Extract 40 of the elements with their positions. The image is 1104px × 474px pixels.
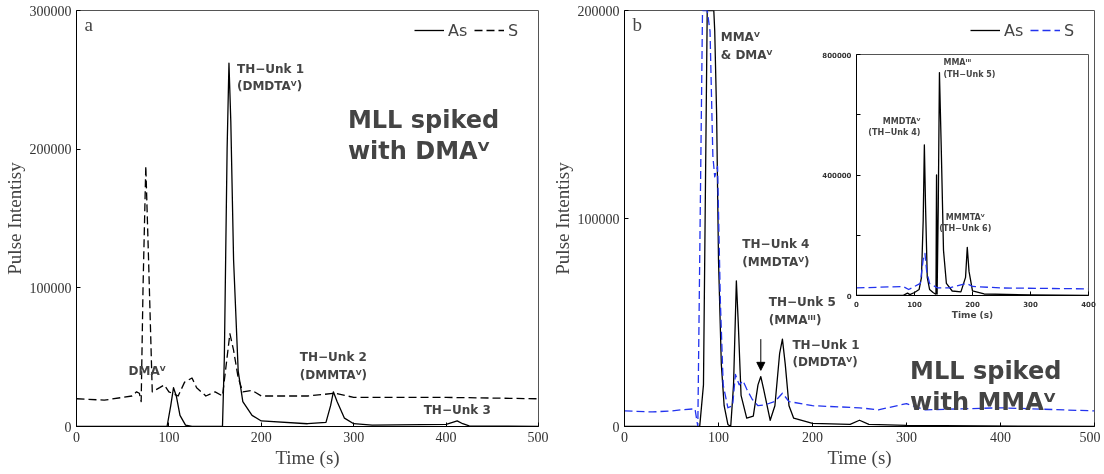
y-axis-title: Pulse Intentisy — [3, 161, 25, 275]
annotation: TH−Unk 4 (MMDTAⱽ) — [742, 237, 810, 269]
x-tick-label: 400 — [435, 429, 457, 445]
x-tick-label: 200 — [250, 429, 272, 445]
annotation: MMAⱽ & DMAⱽ — [720, 30, 773, 62]
chart-title: a — [84, 13, 94, 35]
annotation: DMAⱽ — [128, 363, 166, 378]
y-tick-label: 200000 — [577, 3, 620, 19]
y-tick-label: 200000 — [29, 142, 72, 158]
x-tick-label: 500 — [527, 429, 549, 445]
x-tick-label: 100 — [158, 429, 180, 445]
annotation: TH−Unk 2 (DMMTAⱽ) — [299, 350, 367, 382]
legend-label: As — [448, 20, 468, 40]
y-tick-label: 300000 — [29, 3, 72, 19]
legend-label: As — [1004, 20, 1024, 40]
y-tick-label: 100000 — [577, 211, 620, 227]
y-tick-label: 0 — [612, 419, 620, 435]
y-tick-label: 100000 — [29, 280, 72, 296]
chart-title: b — [632, 13, 642, 35]
text: MLL spiked with MMAⱽ — [910, 357, 1062, 416]
legend-label: S — [508, 20, 520, 40]
x-tick-label: 300 — [343, 429, 365, 445]
y-axis-title: Pulse Intentisy — [551, 161, 573, 275]
annotation: MMDTAⱽ (TH−Unk 4) — [868, 116, 921, 137]
x-axis-title: Time (s) — [275, 446, 340, 469]
x-tick-label: 200 — [802, 429, 823, 445]
legend-label: S — [1064, 20, 1076, 40]
x-tick-label: 400 — [990, 429, 1011, 445]
x-axis-title: Time (s) — [951, 309, 994, 320]
annotation: MMAᴵᴵᴵ (TH−Unk 5) — [943, 58, 996, 79]
x-tick-label: 100 — [708, 429, 729, 445]
text: MLL spiked with DMAⱽ — [347, 106, 500, 165]
annotation: TH−Unk 3 — [423, 402, 491, 417]
y-tick-label: 0 — [64, 419, 72, 435]
annotation: TH−Unk 5 (MMAᴵᴵᴵ) — [768, 295, 836, 327]
x-tick-label: 300 — [896, 429, 917, 445]
annotation: TH−Unk 1 (DMDTAⱽ) — [792, 337, 860, 370]
x-tick-label: 500 — [1079, 429, 1101, 445]
x-axis-title: Time (s) — [827, 446, 892, 469]
annotation: TH−Unk 1 (DMDTAⱽ) — [236, 61, 305, 94]
